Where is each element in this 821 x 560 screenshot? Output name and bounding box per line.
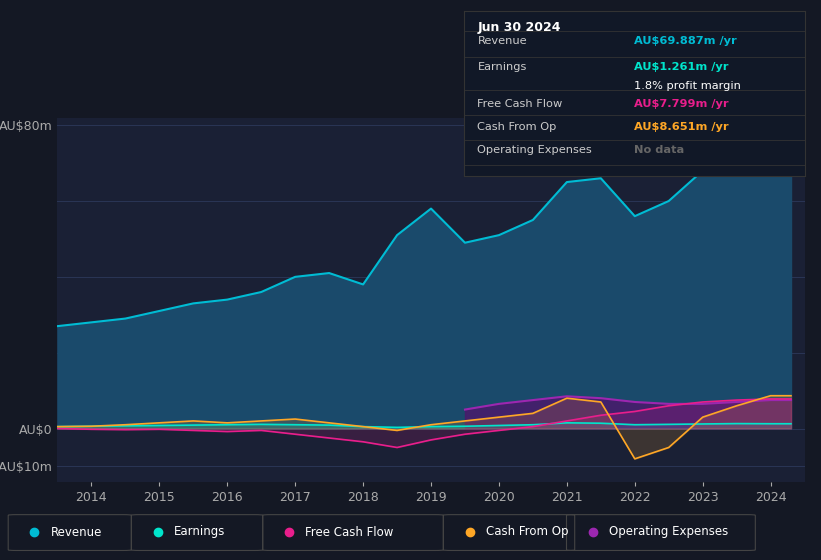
Text: Cash From Op: Cash From Op [478,122,557,132]
Text: Revenue: Revenue [51,525,103,539]
Text: AU$69.887m /yr: AU$69.887m /yr [635,36,737,46]
Text: 1.8% profit margin: 1.8% profit margin [635,81,741,91]
Text: Cash From Op: Cash From Op [486,525,568,539]
Text: Free Cash Flow: Free Cash Flow [478,99,562,109]
Text: Revenue: Revenue [478,36,527,46]
Text: AU$7.799m /yr: AU$7.799m /yr [635,99,729,109]
Text: Earnings: Earnings [174,525,226,539]
Text: Earnings: Earnings [478,62,527,72]
Text: AU$1.261m /yr: AU$1.261m /yr [635,62,729,72]
Text: Jun 30 2024: Jun 30 2024 [478,21,561,34]
Text: AU$8.651m /yr: AU$8.651m /yr [635,122,729,132]
Text: Operating Expenses: Operating Expenses [609,525,728,539]
Text: Operating Expenses: Operating Expenses [478,145,592,155]
Text: Free Cash Flow: Free Cash Flow [305,525,394,539]
Text: No data: No data [635,145,685,155]
